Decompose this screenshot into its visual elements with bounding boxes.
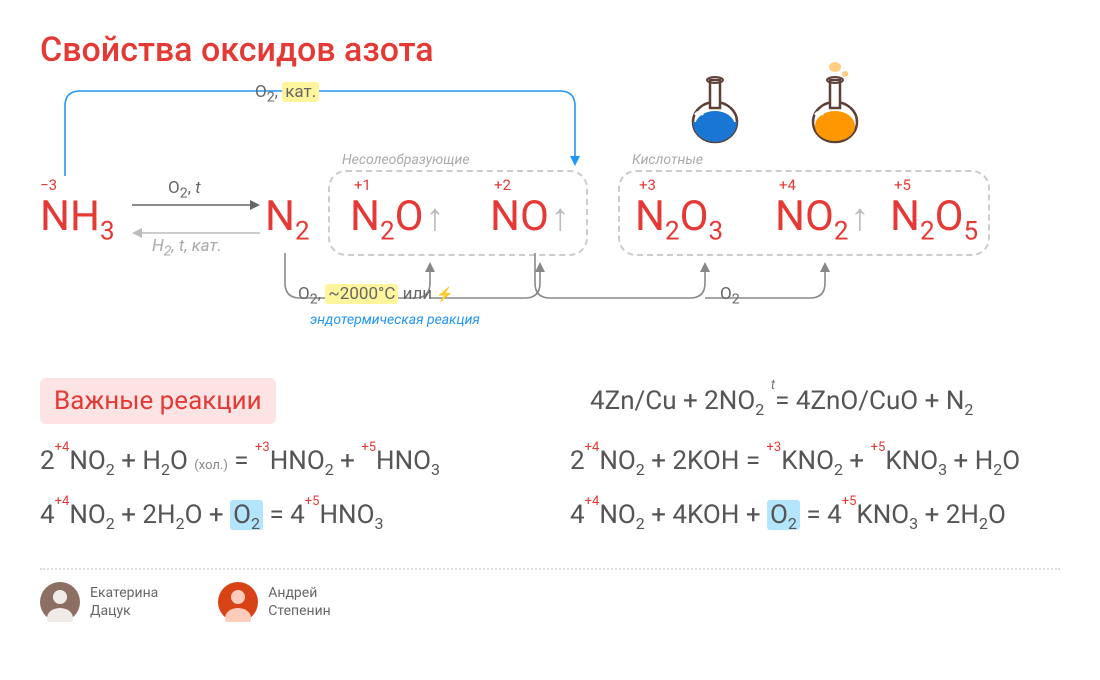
equation-top-right: 4Zn/Cu + 2NO2 t= 4ZnO/CuO + N2: [590, 382, 1060, 422]
arrow-forward-label: O2, t: [168, 178, 201, 201]
compound-n2o: +1N2O↑: [350, 192, 445, 246]
endo-note: эндотермическая реакция: [310, 312, 480, 328]
footer: ЕкатеринаДацук АндрейСтепенин: [40, 568, 1060, 622]
bottom-arrow-label: O2, ~2000°С или ⚡: [298, 284, 454, 307]
flask-blue-icon: [680, 60, 750, 150]
top-arrow: [60, 86, 590, 186]
top-arrow-label: O2, кат.: [255, 82, 319, 105]
reactions-columns: 2+4NO2 + H2O (хол.) = +3HNO2 + +5HNO3 4+…: [40, 442, 1060, 550]
reactions-right: 2+4NO2 + 2KOH = +3KNO2 + +5KNO3 + H2O 4+…: [570, 442, 1060, 550]
equation: 4+4NO2 + 2H2O + O2 = 4+5HNO3: [40, 496, 530, 536]
compound-n2: N2: [265, 192, 310, 246]
compound-no2: +4NO2↑: [775, 192, 869, 246]
avatar-icon: [40, 582, 80, 622]
arrow-back-label: H2, t, кат.: [152, 236, 222, 259]
equation: 2+4NO2 + H2O (хол.) = +3HNO2 + +5HNO3: [40, 442, 530, 482]
flask-orange-icon: [800, 60, 870, 150]
group-acidic-label: Кислотные: [632, 152, 703, 168]
compound-n2o5: +5N2O5: [890, 192, 978, 246]
compound-nh3: −3NH3: [40, 192, 115, 246]
author-name: ЕкатеринаДацук: [90, 584, 158, 620]
author: ЕкатеринаДацук: [40, 582, 158, 622]
oxidation-diagram: Несолеобразующие Кислотные O2, кат. −3NH…: [40, 88, 1060, 348]
right-arrow: [530, 248, 850, 308]
equation: 2+4NO2 + 2KOH = +3KNO2 + +5KNO3 + H2O: [570, 442, 1060, 482]
avatar-icon: [218, 582, 258, 622]
author: АндрейСтепенин: [218, 582, 330, 622]
equation: 4+4NO2 + 4KOH + O2 = 4+5KNO3 + 2H2O: [570, 496, 1060, 536]
author-name: АндрейСтепенин: [268, 584, 330, 620]
right-arrow-label: O2: [720, 284, 740, 307]
page-title: Свойства оксидов азота: [40, 30, 1060, 70]
compound-no: +2NO↑: [490, 192, 570, 241]
reactions-header: Важные реакции: [40, 378, 276, 424]
reactions-left: 2+4NO2 + H2O (хол.) = +3HNO2 + +5HNO3 4+…: [40, 442, 530, 550]
compound-n2o3: +3N2O3: [635, 192, 723, 246]
